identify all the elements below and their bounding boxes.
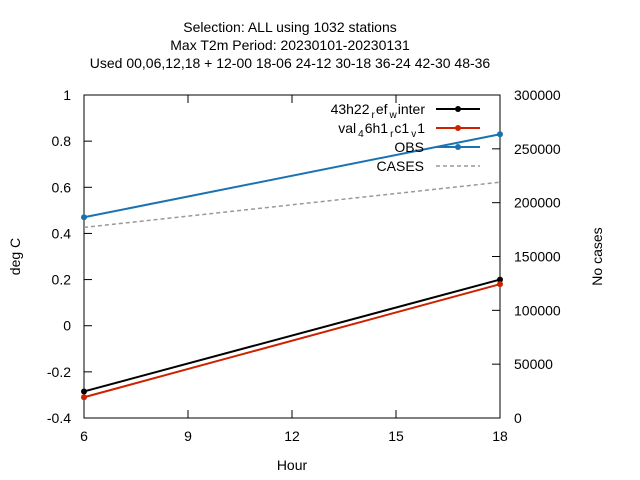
legend-label-part: 1 [417,120,425,136]
y-tick-label: 0.4 [52,225,72,241]
legend-label-part: val [338,120,356,136]
legend-label-subscript: v [411,129,416,140]
chart-title: Selection: ALL using 1032 stations Max T2… [90,19,491,71]
y2-tick-label: 150000 [514,249,561,265]
series-layer [81,131,503,401]
legend-marker [455,144,461,150]
y-tick-label: 0.8 [52,133,72,149]
y2-tick-label: 50000 [514,356,553,372]
y2-axis-label: No cases [589,227,605,285]
legend-label-part: 43h22 [331,101,370,117]
axis-ticks: 6 9 12 15 18 -0.4 -0.2 0 0.2 0.4 0.6 0.8 1 0 50000 1000… [47,87,561,444]
y-tick-label: 0.6 [52,179,72,195]
y-axis-label: deg C [7,238,23,275]
data-point [497,131,503,138]
legend-label: OBS [394,139,424,155]
y-tick-label: -0.2 [47,364,71,380]
legend-label-subscript: r [390,129,394,140]
legend-label-part: inter [398,101,426,117]
y2-tick-label: 300000 [514,87,561,103]
x-axis-label: Hour [277,457,308,473]
y2-tick-label: 250000 [514,141,561,157]
series-line [83,283,501,399]
data-point [81,388,87,395]
series-line [83,278,501,393]
series-line [83,133,501,219]
title-line: Selection: ALL using 1032 stations [183,19,397,35]
series-obs [81,131,503,221]
legend-label-subscript: w [389,110,398,121]
legend-label: val 46h1 rc1 v1 [338,120,425,140]
y2-tick-label: 200000 [514,195,561,211]
legend-label-part: c1 [394,120,409,136]
legend-marker [455,106,461,112]
legend-label: 43h22 ref winter [331,101,426,121]
legend-label-subscript: 4 [358,129,364,140]
legend-label: CASES [377,158,424,174]
series-43h22-ref-winter [81,276,503,395]
y-tick-label: 1 [63,87,71,103]
x-tick-label: 6 [80,428,88,444]
data-point [497,281,503,288]
legend-label-part: 6h1 [365,120,389,136]
data-point [497,276,503,283]
legend-label-part: ef [376,101,388,117]
y-tick-label: 0 [63,318,71,334]
legend-label-subscript: r [372,110,376,121]
x-tick-label: 12 [284,428,300,444]
x-tick-label: 9 [184,428,192,444]
title-line: Max T2m Period: 20230101-20230131 [170,37,410,53]
y2-tick-label: 100000 [514,302,561,318]
title-line: Used 00,06,12,18 + 12-00 18-06 24-12 30-… [90,55,491,71]
plot-frame [83,94,501,419]
data-point [81,214,87,221]
y-tick-label: 0.2 [52,272,72,288]
series-val-46h1-rc1-v1 [81,281,503,401]
data-point [81,394,87,401]
y-tick-label: -0.4 [47,410,71,426]
y2-tick-label: 0 [514,410,522,426]
x-tick-label: 18 [492,428,508,444]
legend-marker [455,125,461,131]
x-tick-label: 15 [388,428,404,444]
